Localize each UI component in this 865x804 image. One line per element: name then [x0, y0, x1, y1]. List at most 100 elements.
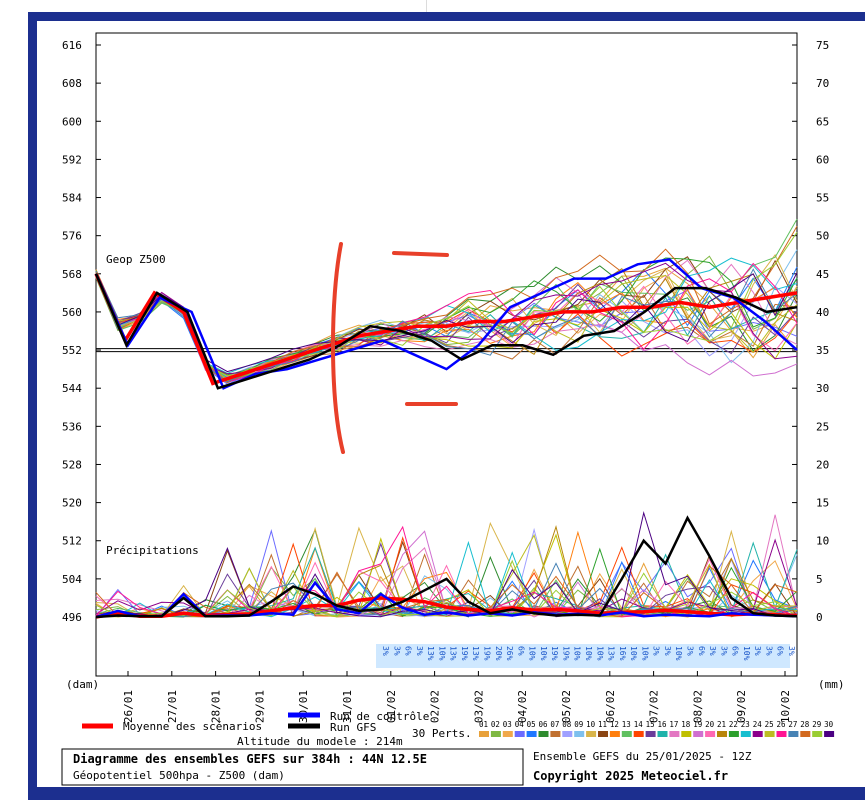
x-tick-label: 06/02 [604, 690, 617, 723]
pert-number: 25 [765, 720, 774, 729]
series-z500-1 [94, 258, 798, 390]
run-info: Ensemble GEFS du 25/01/2025 - 12Z [533, 750, 752, 763]
y-tick-label-left: 528 [62, 458, 82, 471]
pert-swatch [621, 731, 632, 737]
percent-label: 6% [697, 646, 706, 656]
pert-number: 13 [622, 720, 631, 729]
title-box [61, 748, 524, 786]
percent-label: 3% [719, 646, 728, 656]
x-tick-label: 05/02 [560, 690, 573, 723]
pert-number: 07 [550, 720, 559, 729]
pert-number: 28 [800, 720, 810, 729]
chart-panel: 616 75 608 70 600 65 592 60 584 55 576 50 568 45 560 40… [37, 21, 865, 800]
pert-number: 04 [515, 720, 525, 729]
chart-subtitle: Géopotentiel 500hpa - Z500 (dam) [73, 769, 285, 782]
chart-footer: Diagramme des ensembles GEFS sur 384h : … [61, 748, 752, 786]
pert-number: 21 [717, 720, 726, 729]
pert-swatch [550, 731, 561, 737]
pert-number: 19 [693, 720, 702, 729]
percent-label: 6% [516, 646, 525, 656]
y-tick-label-right: 75 [816, 39, 829, 52]
y-tick-label-left: 520 [62, 497, 82, 510]
pert-swatch [526, 731, 537, 737]
pert-swatch [538, 731, 549, 737]
pert-swatch [740, 731, 751, 737]
x-tick-label: 26/01 [122, 690, 135, 723]
y-tick-label-left: 568 [62, 268, 82, 281]
percent-label: 3% [381, 646, 390, 656]
y-tick-label-right: 30 [816, 382, 829, 395]
pert-number: 20 [705, 720, 715, 729]
pert-number: 26 [777, 720, 787, 729]
pert-swatch [705, 731, 716, 737]
pert-swatch [502, 731, 513, 737]
x-tick-label: 31/01 [341, 690, 354, 723]
y-tick-label-left: 536 [62, 420, 82, 433]
pert-swatch [752, 731, 763, 737]
y-tick-label-left: 616 [62, 39, 82, 52]
percent-label: 3% [753, 646, 762, 656]
annotation-upper-mark [392, 251, 449, 257]
plot-area [95, 32, 798, 677]
y-tick-label-right: 35 [816, 344, 829, 357]
chart-legend: Moyenne des scénarios Run de contrôle Ru… [82, 710, 835, 748]
percent-label: 3% [652, 646, 661, 656]
series-z500-2 [94, 273, 798, 390]
pert-swatch [562, 731, 573, 737]
percent-label: 3% [392, 646, 401, 656]
percent-label: 10% [528, 646, 537, 661]
percent-label: 19% [561, 646, 570, 661]
pert-number: 29 [812, 720, 821, 729]
pert-number: 05 [527, 720, 536, 729]
pert-number: 09 [574, 720, 583, 729]
pert-swatch [669, 731, 680, 737]
member-z500-28 [95, 225, 798, 380]
y-tick-label-right: 60 [816, 153, 829, 166]
legend-gfs-label: Run GFS [330, 721, 376, 734]
pert-swatch [514, 731, 525, 737]
y-tick-label-right: 55 [816, 192, 829, 205]
x-tick-label: 30/01 [297, 690, 310, 723]
y-tick-label-left: 504 [62, 573, 82, 586]
percent-label: 13% [607, 646, 616, 661]
percent-label: 10% [584, 646, 593, 661]
x-tick-label: 28/01 [210, 690, 223, 723]
chart-title: Diagramme des ensembles GEFS sur 384h : … [73, 752, 427, 766]
y-tick-label-right: 0 [816, 611, 823, 624]
percent-label: 10% [539, 646, 548, 661]
chart-labels: Geop Z500 Précipitations (dam) (mm) [66, 253, 845, 691]
pert-swatch [490, 731, 501, 737]
x-tick-label: 04/02 [516, 690, 529, 723]
bottom-bar [37, 787, 865, 800]
y-tick-label-right: 25 [816, 420, 829, 433]
pert-swatch [598, 731, 608, 737]
y-tick-label-left: 576 [62, 230, 82, 243]
pert-swatch [657, 731, 668, 737]
member-precip-29 [95, 559, 798, 617]
percent-label: 26% [505, 646, 514, 661]
percent-label: 3% [787, 646, 796, 656]
pert-number: 03 [503, 720, 512, 729]
pert-swatch [824, 731, 835, 737]
copyright: Copyright 2025 Meteociel.fr [533, 769, 728, 783]
pert-number: 06 [539, 720, 549, 729]
y-tick-label-left: 552 [62, 344, 82, 357]
pert-number: 24 [753, 720, 763, 729]
x-tick-label: 29/01 [253, 690, 266, 723]
pert-swatch [812, 731, 823, 737]
percent-label: 19% [550, 646, 559, 661]
pert-number: 15 [646, 720, 655, 729]
percent-label: 3% [708, 646, 717, 656]
x-axis-unit-right: (mm) [818, 678, 845, 691]
pert-number: 16 [658, 720, 668, 729]
pert-number: 30 [824, 720, 834, 729]
percent-label: 13% [449, 646, 458, 661]
pert-number: 17 [669, 720, 678, 729]
y-tick-label-left: 584 [62, 192, 82, 205]
percent-label: 16% [618, 646, 627, 661]
x-tick-label: 08/02 [691, 690, 704, 723]
y-tick-label-right: 70 [816, 77, 829, 90]
member-z500-29 [95, 232, 798, 380]
hand-annotations [330, 242, 458, 454]
